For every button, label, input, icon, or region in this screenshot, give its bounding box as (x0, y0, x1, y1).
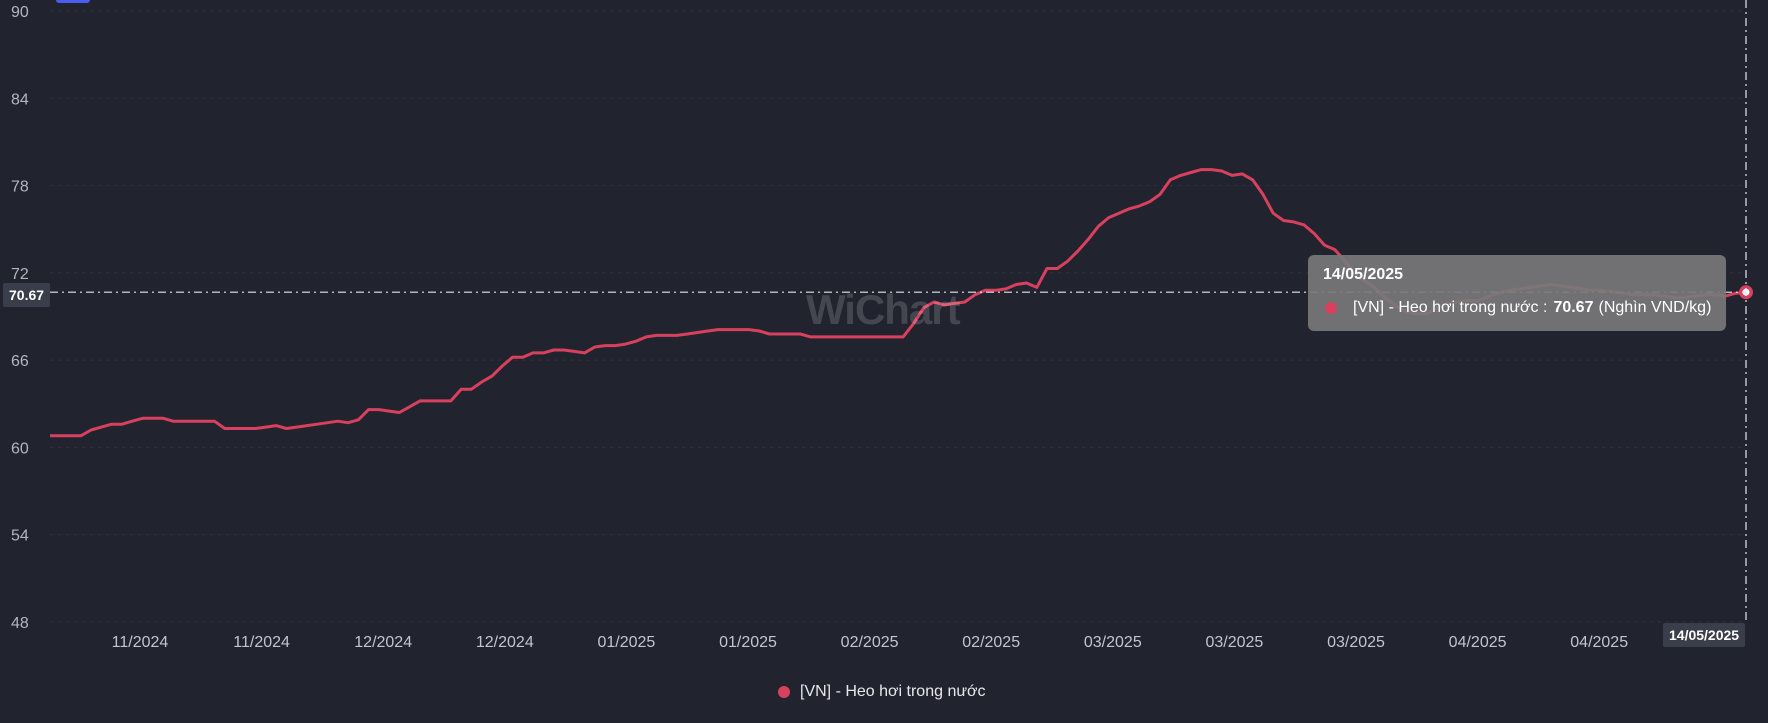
x-tick-label: 02/2025 (962, 634, 1020, 651)
legend-color-dot-icon (778, 686, 790, 698)
crosshair-x-date-label: 14/05/2025 (1663, 623, 1746, 647)
x-tick-label: 12/2024 (354, 634, 412, 651)
x-tick-label: 11/2024 (233, 634, 290, 651)
y-tick-label: 54 (11, 528, 29, 545)
x-tick-label: 03/2025 (1327, 634, 1385, 651)
watermark-logo: WiChart (806, 286, 961, 333)
x-tick-label: 03/2025 (1084, 634, 1142, 651)
tooltip-value: 70.67 (1553, 299, 1594, 316)
x-tick-label: 12/2024 (476, 634, 534, 651)
y-axis: 48 54 60 66 72 78 84 90 (11, 4, 29, 632)
x-tick-label: 02/2025 (841, 634, 899, 651)
x-tick-label: 11/2024 (112, 634, 169, 651)
y-tick-label: 66 (11, 353, 29, 370)
y-tick-label: 72 (11, 266, 29, 283)
x-tick-label: 04/2025 (1449, 634, 1507, 651)
legend-label: [VN] - Heo hơi trong nước (800, 683, 986, 700)
x-tick-label: 04/2025 (1570, 634, 1628, 651)
x-tick-label: 01/2025 (719, 634, 777, 651)
x-tick-label: 03/2025 (1205, 634, 1263, 651)
y-tick-label: 84 (11, 91, 29, 108)
gridlines (50, 10, 1746, 623)
tooltip-series-name: [VN] - Heo hơi trong nước : (1353, 299, 1548, 316)
series-color-dot-icon (1325, 302, 1337, 314)
y-tick-label: 48 (11, 615, 29, 632)
x-tick-label: 01/2025 (597, 634, 655, 651)
x-axis: 11/2024 11/2024 12/2024 12/2024 01/2025 01/20… (112, 634, 1629, 651)
y-tick-label: 60 (11, 440, 29, 457)
tooltip: 14/05/2025 [VN] - Heo hơi trong nước : 7… (1308, 255, 1726, 331)
tooltip-unit: (Nghìn VND/kg) (1598, 299, 1712, 316)
top-badge (56, 0, 90, 3)
tooltip-date: 14/05/2025 (1323, 266, 1404, 283)
crosshair-y-value-label: 70.67 (3, 283, 51, 307)
legend-item[interactable]: [VN] - Heo hơi trong nước (778, 683, 986, 701)
y-tick-label: 78 (11, 179, 29, 196)
tooltip-row: [VN] - Heo hơi trong nước : 70.67 (Nghìn… (1325, 299, 1711, 317)
y-tick-label: 90 (11, 4, 29, 21)
crosshair (50, 0, 1747, 622)
